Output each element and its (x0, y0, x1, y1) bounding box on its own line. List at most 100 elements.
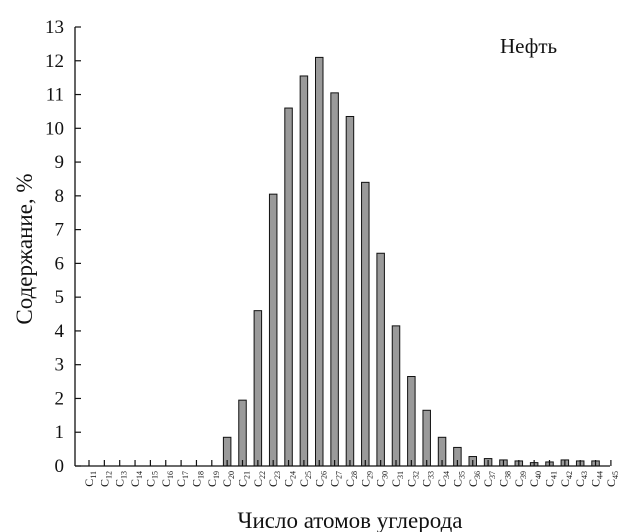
x-tick-label-base: C (466, 479, 480, 487)
y-tick-label: 12 (45, 51, 64, 72)
bar-C23 (268, 193, 278, 467)
y-tick-label: 9 (55, 152, 65, 173)
x-tick-label-sub: 45 (611, 471, 620, 479)
x-tick-label: C44 (589, 471, 605, 487)
x-tick-label: C27 (328, 471, 344, 487)
x-tick-label-base: C (266, 479, 280, 487)
bar-C28 (345, 115, 355, 467)
bar-C29 (361, 181, 370, 467)
x-tick-label-sub: 41 (550, 471, 559, 479)
x-tick-label-sub: 33 (427, 471, 436, 479)
x-tick-label: C31 (389, 471, 405, 487)
x-tick-label-sub: 39 (519, 471, 528, 479)
x-tick-label-sub: 37 (488, 471, 497, 479)
bar-C31 (391, 325, 401, 467)
x-tick-label: C32 (404, 471, 420, 487)
legend-label: Нефть (500, 34, 557, 58)
x-tick-label-sub: 20 (227, 471, 236, 479)
y-tick-label: 7 (55, 220, 65, 241)
x-tick-label: C29 (358, 471, 374, 487)
x-tick-label-base: C (189, 479, 203, 487)
x-tick-label-base: C (220, 479, 234, 487)
bar-series (222, 56, 600, 467)
x-tick-label: C19 (205, 471, 221, 487)
bar-C30 (376, 252, 385, 467)
x-tick-label: C37 (481, 471, 497, 487)
x-tick-label-base: C (113, 479, 127, 487)
x-tick-label-base: C (312, 479, 326, 487)
y-tick-label: 8 (55, 186, 65, 207)
x-axis-label: Число атомов углерода (238, 508, 463, 532)
x-tick-label-base: C (558, 479, 572, 487)
y-tick-label: 0 (55, 456, 65, 477)
x-tick-label-sub: 11 (89, 471, 98, 479)
x-tick-label-base: C (573, 479, 587, 487)
bar-C32 (407, 376, 416, 467)
x-tick-label-base: C (236, 479, 250, 487)
x-tick-label-base: C (128, 479, 142, 487)
x-tick-label-base: C (343, 479, 357, 487)
bar-C21 (238, 399, 247, 467)
x-tick-label-sub: 15 (150, 471, 159, 479)
x-tick-label: C24 (282, 471, 298, 487)
x-tick-label: C28 (343, 471, 359, 487)
x-tick-label-sub: 16 (166, 471, 175, 479)
x-tick-label-base: C (604, 479, 618, 487)
x-tick-label-sub: 17 (181, 471, 190, 479)
x-tick-label-sub: 31 (396, 471, 405, 479)
x-tick-label: C20 (220, 471, 236, 487)
y-tick-label: 3 (55, 355, 65, 376)
x-tick-label: C41 (543, 471, 559, 487)
bar-C33 (422, 409, 431, 467)
x-tick-label: C23 (266, 471, 282, 487)
x-tick-label-sub: 22 (258, 471, 267, 479)
x-tick-label: C36 (466, 471, 482, 487)
x-tick-label: C33 (420, 471, 436, 487)
x-tick-label-sub: 43 (580, 471, 589, 479)
x-tick-label: C38 (496, 471, 512, 487)
x-tick-label-sub: 23 (273, 471, 282, 479)
x-tick-label: C18 (189, 471, 205, 487)
x-tick-label: C21 (236, 471, 252, 487)
y-tick-label: 13 (45, 17, 64, 38)
x-tick-label-base: C (282, 479, 296, 487)
x-tick-label-base: C (358, 479, 372, 487)
x-tick-label-base: C (251, 479, 265, 487)
x-tick-label: C35 (450, 471, 466, 487)
y-tick-label: 2 (55, 388, 65, 409)
x-tick-label: C11 (82, 471, 98, 487)
x-tick-label-sub: 29 (365, 471, 374, 479)
x-tick-label-base: C (435, 479, 449, 487)
y-tick-label: 10 (45, 118, 64, 139)
x-tick-label-sub: 26 (319, 471, 328, 479)
y-tick-label: 4 (55, 321, 65, 342)
bar-C27 (330, 92, 339, 467)
bar-C26 (315, 56, 324, 467)
x-tick-label: C25 (297, 471, 313, 487)
x-tick-label: C34 (435, 471, 451, 487)
x-tick-label: C43 (573, 471, 589, 487)
bar-C24 (284, 107, 293, 467)
x-tick-label-base: C (496, 479, 510, 487)
x-tick-label: C45 (604, 471, 620, 487)
x-tick-label-sub: 25 (304, 471, 313, 479)
x-tick-label: C14 (128, 471, 144, 487)
x-tick-label: C42 (558, 471, 574, 487)
x-tick-label-sub: 32 (411, 471, 420, 479)
x-tick-label-sub: 40 (534, 471, 543, 479)
x-tick-label-sub: 14 (135, 471, 144, 479)
x-tick-label: C22 (251, 471, 267, 487)
x-tick-label-sub: 38 (503, 471, 512, 479)
x-tick-label-base: C (143, 479, 157, 487)
x-tick-label-sub: 24 (289, 471, 298, 479)
x-tick-label: C16 (159, 471, 175, 487)
x-tick-label: C15 (143, 471, 159, 487)
y-axis-label: Содержание, % (12, 173, 37, 324)
x-tick-label-sub: 28 (350, 471, 359, 479)
y-tick-label: 1 (55, 422, 65, 443)
x-tick-label: C26 (312, 471, 328, 487)
x-tick-label-sub: 12 (104, 471, 113, 479)
y-tick-label: 6 (55, 253, 65, 274)
